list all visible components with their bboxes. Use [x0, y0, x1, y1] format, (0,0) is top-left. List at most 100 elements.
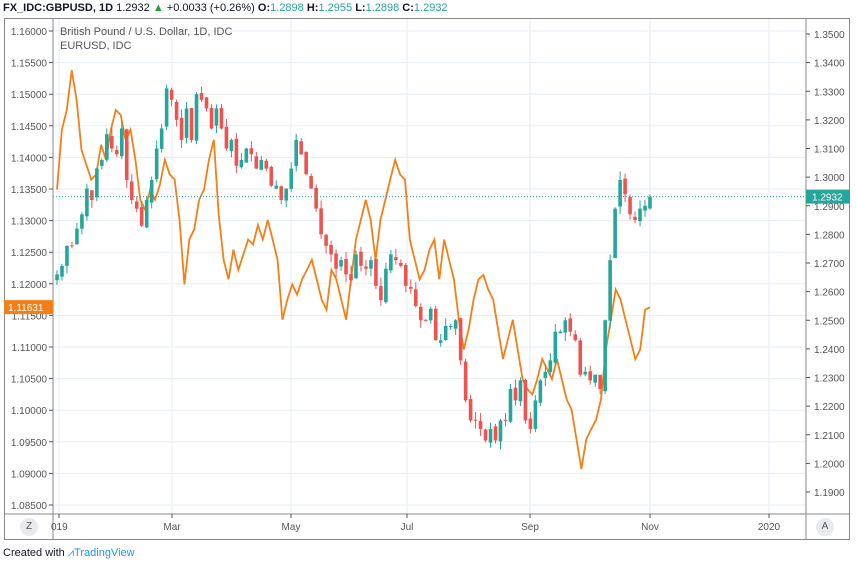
left-axis-tick-label: 1.12500 — [11, 248, 48, 259]
gbpusd-candle — [244, 148, 249, 163]
gbpusd-candle — [55, 274, 59, 281]
right-axis-tick-label: 1.2900 — [814, 202, 845, 213]
gbpusd-candle — [239, 159, 244, 168]
gbpusd-candle — [264, 160, 269, 169]
time-axis-label: Mar — [163, 522, 181, 533]
footer: Created with ⩘TradingView — [3, 547, 135, 560]
gbpusd-candle — [428, 308, 433, 321]
left-axis-tick-label: 1.15000 — [11, 90, 48, 101]
gbpusd-candle — [169, 89, 174, 100]
gbpusd-candle — [139, 207, 144, 226]
right-price-badge — [806, 189, 850, 204]
gbpusd-candle — [508, 388, 513, 422]
gbpusd-candle — [164, 88, 169, 127]
gbpusd-candle — [578, 340, 583, 375]
gbpusd-candle — [294, 139, 298, 167]
created-with-label: Created with — [3, 547, 65, 559]
gbpusd-candle — [184, 108, 189, 138]
gbpusd-candle — [304, 152, 308, 175]
gbpusd-candle — [608, 260, 612, 321]
low-value: 1.2898 — [365, 2, 400, 14]
gbpusd-candle — [124, 129, 129, 180]
gbpusd-candle — [70, 245, 74, 247]
left-axis-tick-label: 1.11000 — [12, 343, 48, 354]
right-axis-tick-label: 1.2700 — [814, 259, 845, 270]
gbpusd-candle — [399, 262, 403, 266]
gbpusd-candle — [199, 93, 204, 100]
gbpusd-candle — [593, 374, 597, 383]
open-label: O: — [257, 2, 271, 14]
gbpusd-candle — [229, 139, 234, 152]
right-axis-tick-label: 1.2300 — [814, 374, 845, 385]
gbpusd-candle — [149, 179, 154, 203]
time-axis-label: Sep — [521, 522, 539, 533]
gbpusd-candle — [359, 251, 363, 266]
gbpusd-candle — [433, 308, 438, 341]
gbpusd-candle — [159, 128, 164, 149]
gbpusd-candle — [413, 289, 418, 306]
gbpusd-candle — [154, 148, 159, 180]
right-axis-tick-label: 1.3400 — [814, 59, 845, 70]
gbpusd-candle — [364, 266, 368, 269]
tradingview-link[interactable]: TradingView — [74, 547, 135, 559]
left-axis-tick-label: 1.15500 — [11, 59, 48, 70]
gbpusd-candle — [90, 190, 94, 201]
gbpusd-candle — [473, 419, 478, 421]
gbpusd-candle — [573, 334, 578, 341]
gbpusd-candle — [75, 228, 79, 245]
symbol-header: FX_IDC:GBPUSD, 1D 1.2932 ▲ +0.0033 (+0.2… — [3, 2, 448, 14]
chart-frame[interactable] — [4, 18, 850, 540]
legend-main: British Pound / U.S. Dollar, 1D, IDC — [60, 26, 233, 38]
right-axis-tick-label: 1.2600 — [814, 288, 845, 299]
left-axis-tick-label: 1.14500 — [11, 122, 48, 133]
gbpusd-candle — [194, 94, 199, 141]
gbpusd-candle — [643, 205, 647, 211]
right-axis-tick-label: 1.2000 — [814, 459, 845, 470]
right-axis-tick-label: 1.3300 — [814, 87, 845, 98]
right-price-label: 1.2932 — [812, 193, 843, 204]
gbpusd-candle — [105, 134, 109, 160]
gbpusd-candle — [204, 97, 209, 109]
gbpusd-candle — [563, 320, 568, 333]
gbpusd-candle — [553, 331, 558, 363]
gbpusd-candle — [95, 168, 99, 198]
gbpusd-candle — [538, 380, 543, 403]
left-price-label: 1.11631 — [8, 303, 44, 314]
left-axis-tick-label: 1.12000 — [11, 280, 48, 291]
right-axis-tick-label: 1.2100 — [814, 431, 845, 442]
gbpusd-candle — [628, 197, 632, 215]
gbpusd-candle — [588, 371, 593, 381]
log-scale-button-left[interactable]: Z — [20, 518, 38, 536]
gbpusd-candle — [65, 245, 69, 266]
price-change: +0.0033 (+0.26%) — [166, 2, 255, 14]
gbpusd-candle — [114, 150, 119, 155]
auto-scale-button[interactable]: A — [816, 518, 834, 536]
gbpusd-candle — [60, 265, 64, 277]
gbpusd-candle — [119, 128, 124, 157]
right-axis-tick-label: 1.3500 — [814, 30, 845, 41]
gbpusd-candle — [394, 257, 398, 261]
gbpusd-candle — [409, 287, 413, 289]
left-axis-tick-label: 1.08500 — [11, 501, 48, 512]
time-axis-label: Jul — [401, 522, 414, 533]
gbpusd-candle — [374, 258, 378, 286]
legend-compare[interactable]: EURUSD, IDC — [60, 40, 132, 52]
right-axis-tick-label: 1.2200 — [814, 402, 845, 413]
time-axis-label: 019 — [51, 522, 68, 533]
gbpusd-candle — [503, 419, 508, 421]
gbpusd-candle — [598, 374, 602, 389]
gbpusd-candle — [648, 196, 652, 209]
gbpusd-candle — [583, 371, 588, 375]
gbpusd-candle — [80, 214, 84, 229]
gbpusd-candle — [468, 399, 473, 421]
left-axis-tick-label: 1.09500 — [11, 438, 48, 449]
gbpusd-candle — [234, 138, 239, 166]
tradingview-logo-icon: ⩘ — [67, 547, 75, 559]
gbpusd-candle — [329, 244, 333, 255]
right-axis-tick-label: 1.2400 — [814, 345, 845, 356]
gbpusd-candle — [214, 108, 219, 126]
gbpusd-candle — [523, 379, 528, 421]
time-axis-label: 2020 — [758, 522, 781, 533]
left-axis-tick-label: 1.13000 — [11, 217, 48, 228]
